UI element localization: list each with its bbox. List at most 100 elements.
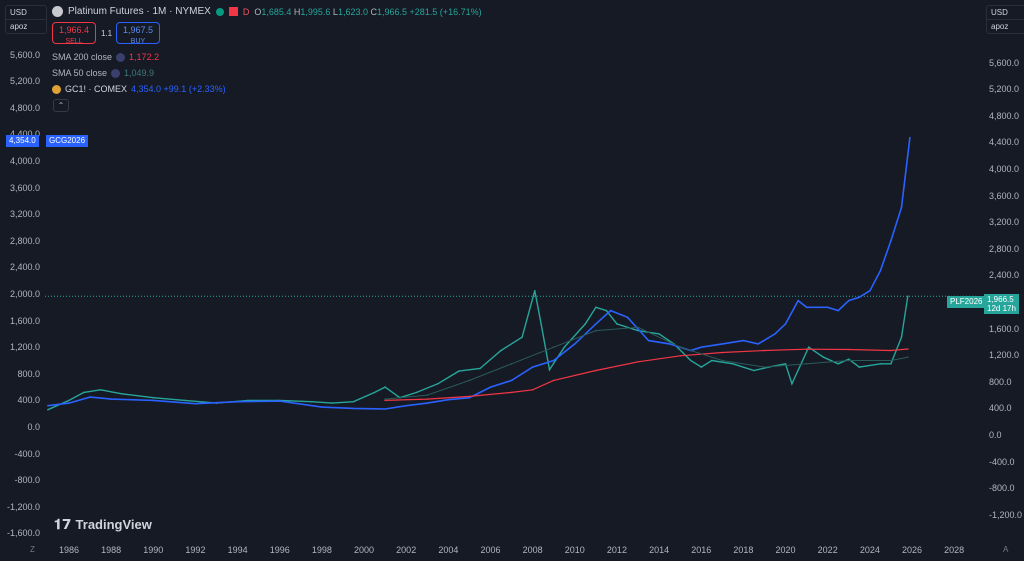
series-point <box>595 329 597 332</box>
left-axis-tick: 2,400.0 <box>9 262 40 273</box>
series-point <box>563 346 566 349</box>
plat-countdown: 12d 17h <box>987 304 1016 313</box>
timezone-corner[interactable]: Z <box>30 545 35 554</box>
series-point <box>479 367 481 370</box>
series-point <box>791 383 793 385</box>
series-point <box>763 366 766 368</box>
watermark-text: TradingView <box>75 517 152 532</box>
left-axis-tick: 5,200.0 <box>9 76 40 87</box>
right-price-axis[interactable]: 5,600.0 5,200.0 4,800.0 4,400.0 4,000.0 3,600… <box>986 0 1024 561</box>
currency-selector-right[interactable]: USD apoz <box>986 5 1024 34</box>
left-axis-tick: 1,600.0 <box>9 315 40 326</box>
series-point <box>489 386 492 388</box>
ohlc-readout: O1,685.4 H1,995.6 L1,623.0 C1,966.5 +281… <box>254 6 482 17</box>
series-point <box>426 398 429 400</box>
left-axis-tick: 4,800.0 <box>9 102 40 113</box>
series-point <box>447 398 450 401</box>
right-axis-tick: 2,800.0 <box>989 243 1020 254</box>
series-point <box>574 343 576 345</box>
series-point <box>721 359 724 362</box>
series-point <box>595 323 597 325</box>
right-axis-tick: 4,800.0 <box>989 110 1020 121</box>
series-point <box>837 363 839 365</box>
series-point <box>152 399 155 402</box>
tradingview-logo-icon: 𝟏𝟳 <box>54 516 72 532</box>
series-point <box>236 400 239 403</box>
series-point <box>468 396 471 399</box>
series-point <box>552 379 555 382</box>
scale-mode-label: apoz <box>6 19 46 33</box>
series-point <box>700 366 703 368</box>
series-point <box>858 296 861 299</box>
indicator-sma50[interactable]: SMA 50 close 1,049.9 <box>52 68 154 78</box>
series-point <box>458 370 460 372</box>
series-point <box>384 386 386 388</box>
right-axis-tick: 3,600.0 <box>989 190 1020 201</box>
series-line-sma-50-close <box>385 326 908 400</box>
series-point <box>797 299 799 302</box>
series-point <box>68 399 70 402</box>
series-point <box>279 400 281 402</box>
flag-icon[interactable] <box>228 7 238 16</box>
series-point <box>384 399 386 402</box>
series-point <box>99 389 102 391</box>
settings-icon[interactable] <box>111 68 121 78</box>
series-point <box>879 363 882 365</box>
series-point <box>900 206 903 209</box>
series-point <box>437 383 439 385</box>
series-point <box>647 339 650 342</box>
series-point <box>837 309 839 312</box>
series-point <box>805 348 808 351</box>
series-point <box>879 269 882 272</box>
series-point <box>757 343 759 345</box>
series-point <box>848 359 850 362</box>
indicator-sma200[interactable]: SMA 200 close 1,172.2 <box>52 52 159 62</box>
left-price-axis[interactable]: 5,600.0 5,200.0 4,800.0 4,400.0 4,000.0 3,600… <box>0 0 40 561</box>
symbol-logo-icon <box>52 6 63 17</box>
series-point <box>721 351 724 354</box>
plat-price: 1,966.5 <box>987 295 1014 304</box>
series-point <box>110 398 112 400</box>
series-line-gc1-comex <box>47 137 911 410</box>
series-point <box>548 369 551 371</box>
indicator-name: SMA 200 close <box>52 52 113 62</box>
series-point <box>331 402 334 404</box>
series-point <box>531 389 534 391</box>
series-point <box>68 402 70 404</box>
indicator-gold[interactable]: GC1! · COMEX 4,354.0 +99.1 (+2.33%) <box>52 84 226 94</box>
indicator-value: 1,049.9 <box>124 68 155 78</box>
series-point <box>711 359 713 362</box>
series-point <box>384 408 386 410</box>
series-point <box>468 379 471 382</box>
left-axis-tick: 2,000.0 <box>9 289 40 299</box>
series-point <box>890 359 892 362</box>
series-point <box>552 346 555 349</box>
series-point <box>848 358 850 361</box>
gold-price-tag: 4,354.0 <box>6 135 39 147</box>
currency-selector-left[interactable]: USD apoz <box>5 5 47 34</box>
series-point <box>468 395 471 398</box>
gold-symbol-tag: GCG2026 <box>46 135 89 147</box>
right-axis-tick: 1,600.0 <box>989 323 1020 334</box>
series-point <box>194 402 197 405</box>
left-axis-tick: 5,600.0 <box>9 49 40 60</box>
symbol-title[interactable]: Platinum Futures · 1M · NYMEX <box>68 6 211 17</box>
series-point <box>595 369 597 372</box>
series-point <box>826 306 829 309</box>
settings-icon[interactable] <box>116 52 126 62</box>
series-point <box>521 336 523 339</box>
left-axis-tick: -1,600.0 <box>6 528 40 539</box>
left-axis-tick: -800.0 <box>14 475 40 486</box>
left-axis-tick: 800.0 <box>17 368 40 379</box>
auto-scale-corner[interactable]: A <box>1003 545 1009 554</box>
left-axis-tick: 1,200.0 <box>9 342 40 353</box>
buy-button[interactable]: 1,967.5 BUY <box>116 22 160 45</box>
collapse-legend-button[interactable]: ⌃ <box>53 99 69 112</box>
series-point <box>534 289 536 292</box>
series-point <box>848 348 850 351</box>
left-axis-tick: -400.0 <box>14 448 40 459</box>
series-point <box>584 323 587 325</box>
sell-button[interactable]: 1,966.4 SELL <box>52 22 96 45</box>
series-point <box>47 404 49 407</box>
